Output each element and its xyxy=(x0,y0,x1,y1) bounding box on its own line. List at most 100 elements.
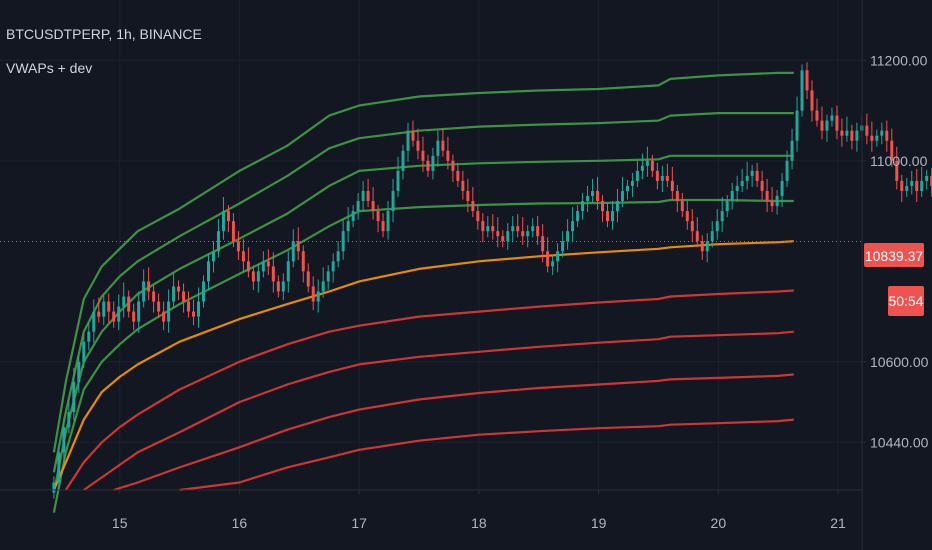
candle-body xyxy=(406,130,410,151)
candle-body xyxy=(82,341,86,362)
candle-body xyxy=(770,201,774,207)
candle-body xyxy=(610,211,614,222)
candle-body xyxy=(117,306,121,322)
candle-body xyxy=(690,221,694,232)
candle-body xyxy=(446,150,450,161)
candle-body xyxy=(710,231,714,242)
candle-body xyxy=(62,427,66,453)
candle-body xyxy=(715,221,719,232)
candle-body xyxy=(900,180,904,191)
candle-body xyxy=(162,311,166,322)
candle-body xyxy=(870,135,874,141)
candle-body xyxy=(177,286,181,292)
candle-body xyxy=(401,150,405,171)
last-price-label: 10839.37 xyxy=(865,248,924,264)
candle-body xyxy=(750,170,754,176)
candle-body xyxy=(925,175,929,181)
candle-body xyxy=(147,281,151,292)
price-tick-label: 11000.00 xyxy=(870,153,928,169)
candle-body xyxy=(800,70,804,111)
candle-body xyxy=(675,190,679,202)
candle-body xyxy=(301,251,305,272)
candle-body xyxy=(745,175,749,181)
candle-body xyxy=(241,251,245,262)
candle-body xyxy=(576,211,580,222)
candle-body xyxy=(102,301,106,317)
candle-body xyxy=(281,281,285,292)
candle-body xyxy=(471,201,475,212)
candle-body xyxy=(601,201,605,212)
candle-body xyxy=(256,271,260,282)
candle-body xyxy=(665,175,669,181)
time-tick-label: 17 xyxy=(351,515,367,531)
candlesticks xyxy=(52,62,932,499)
candle-body xyxy=(685,211,689,222)
candle-body xyxy=(251,271,255,282)
time-tick-label: 20 xyxy=(711,515,727,531)
time-axis: 15 16 17 18 19 20 21 xyxy=(112,490,846,531)
candle-body xyxy=(700,241,704,252)
candle-body xyxy=(441,140,445,151)
candle-body xyxy=(296,241,300,252)
price-tick-label: 10600.00 xyxy=(870,354,929,370)
candle-body xyxy=(556,251,560,262)
candle-body xyxy=(57,452,61,483)
candle-body xyxy=(192,311,196,317)
candle-body xyxy=(720,211,724,222)
candle-body xyxy=(880,130,884,136)
candle-body xyxy=(635,170,639,181)
candle-body xyxy=(755,170,759,181)
candle-body xyxy=(705,241,709,252)
candle-body xyxy=(67,412,71,428)
countdown-label: 50:54 xyxy=(888,293,923,309)
candle-body xyxy=(501,236,505,242)
candle-body xyxy=(915,180,919,191)
candle-body xyxy=(521,231,525,237)
candle-body xyxy=(730,190,734,202)
candle-body xyxy=(286,261,290,282)
candle-body xyxy=(735,185,739,191)
candle-body xyxy=(142,281,146,302)
candle-body xyxy=(236,241,240,252)
time-tick-label: 18 xyxy=(471,515,487,531)
candle-body xyxy=(615,201,619,212)
candle-body xyxy=(541,236,545,252)
candle-body xyxy=(436,140,440,156)
candle-body xyxy=(920,180,924,191)
candle-body xyxy=(371,201,375,212)
candle-body xyxy=(246,261,250,272)
candle-body xyxy=(645,160,649,166)
candle-body xyxy=(586,196,590,202)
candle-body xyxy=(625,185,629,191)
candle-body xyxy=(526,231,530,237)
candle-body xyxy=(466,190,470,202)
candle-body xyxy=(306,271,310,287)
candle-body xyxy=(137,301,141,322)
candle-body xyxy=(491,226,495,232)
candle-body xyxy=(187,301,191,312)
candle-body xyxy=(356,201,360,212)
candle-body xyxy=(107,301,111,312)
candle-body xyxy=(840,130,844,136)
time-tick-label: 21 xyxy=(830,515,846,531)
candle-body xyxy=(351,211,355,222)
time-tick-label: 15 xyxy=(112,515,128,531)
candle-body xyxy=(316,291,320,302)
candle-body xyxy=(52,482,56,493)
candle-body xyxy=(805,70,809,91)
candle-body xyxy=(202,281,206,302)
candle-body xyxy=(206,261,210,282)
indicator-title[interactable]: VWAPs + dev xyxy=(6,60,93,76)
candle-body xyxy=(930,175,932,186)
candle-body xyxy=(606,211,610,222)
candle-body xyxy=(680,201,684,212)
band-line-upper-1 xyxy=(52,154,794,493)
candle-body xyxy=(566,231,570,242)
candle-body xyxy=(511,226,515,232)
symbol-title[interactable]: BTCUSDTPERP, 1h, BINANCE xyxy=(6,26,202,42)
candle-body xyxy=(875,135,879,141)
candle-body xyxy=(885,130,889,141)
candle-body xyxy=(226,211,230,222)
candle-body xyxy=(396,170,400,191)
